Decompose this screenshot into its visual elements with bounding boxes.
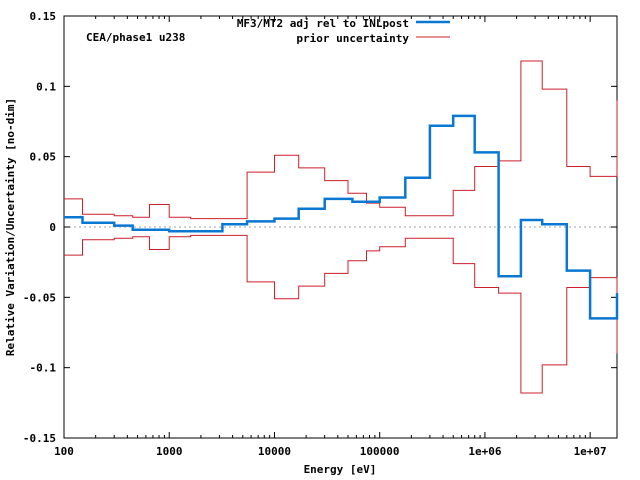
x-tick-label: 100000 (360, 445, 400, 458)
legend: MF3/MT2 adj rel to INLpost prior uncerta… (237, 17, 450, 45)
series-prior-lower (64, 234, 618, 394)
y-tick-label: -0.15 (23, 432, 56, 445)
y-tick-label: 0.1 (36, 80, 56, 93)
chart-annotation: CEA/phase1 u238 (86, 31, 185, 44)
series-prior-upper (64, 60, 618, 220)
y-tick-label: 0.05 (30, 151, 57, 164)
x-tick-label: 1000 (156, 445, 183, 458)
legend-label-adj: MF3/MT2 adj rel to INLpost (237, 17, 409, 30)
y-axis-label: Relative Variation/Uncertainty [no-dim] (4, 98, 17, 356)
legend-label-prior: prior uncertainty (296, 32, 409, 45)
y-tick-label: 0 (49, 221, 56, 234)
y-tick-label: -0.1 (30, 362, 57, 375)
x-tick-label: 1e+06 (468, 445, 501, 458)
y-tick-label: 0.15 (30, 10, 57, 23)
x-tick-label: 100 (54, 445, 74, 458)
x-tick-label: 1e+07 (574, 445, 607, 458)
series-layer (64, 60, 619, 394)
x-tick-label: 10000 (258, 445, 291, 458)
x-axis-label: Energy [eV] (304, 463, 377, 476)
y-tick-label: -0.05 (23, 291, 56, 304)
series-adj-line (64, 114, 619, 320)
